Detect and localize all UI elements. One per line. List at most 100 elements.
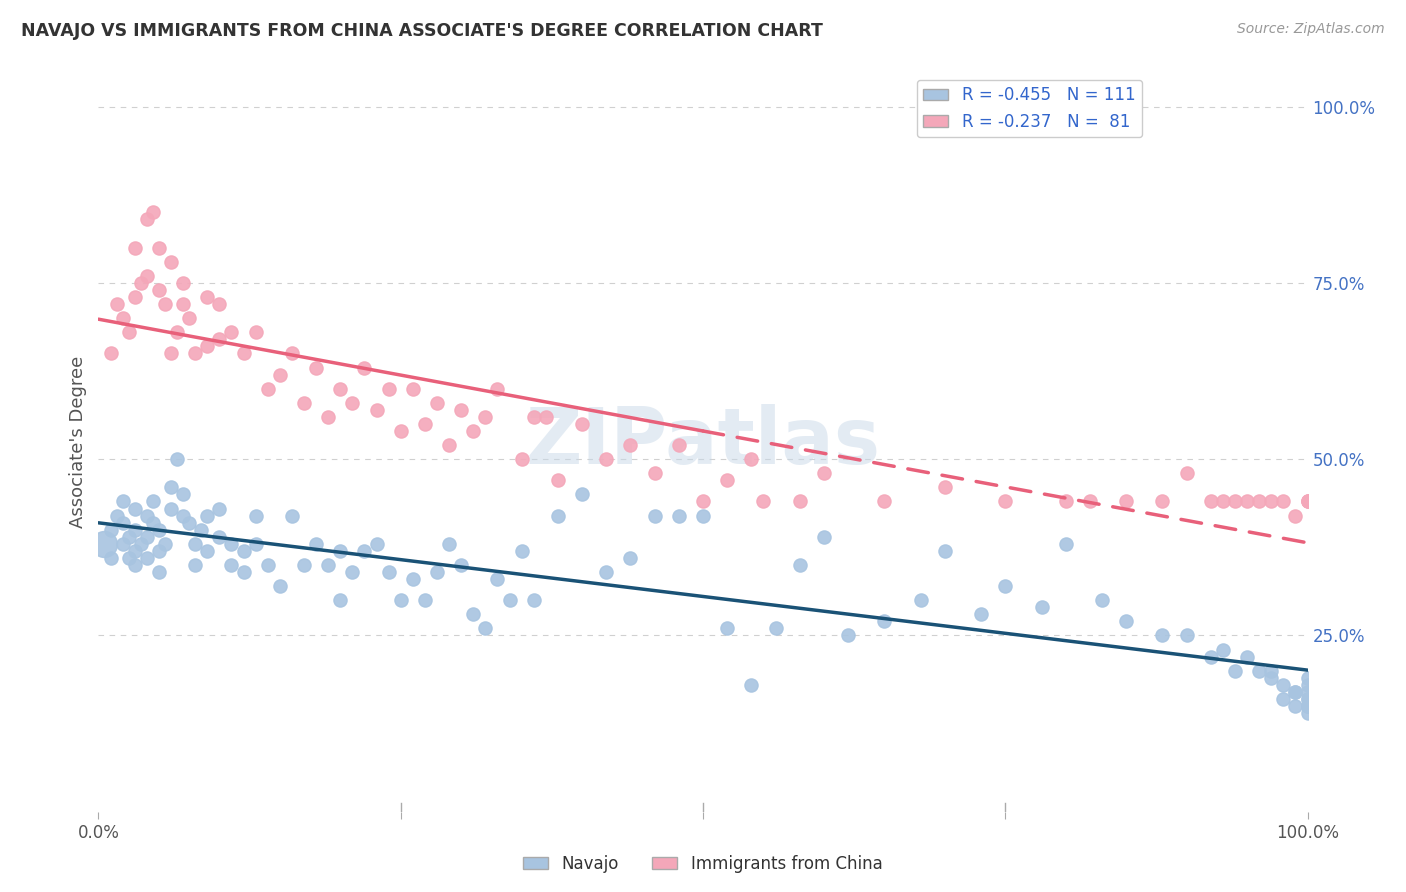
Point [148, 283, 170, 297]
Point [389, 424, 412, 438]
Point [135, 508, 157, 523]
Point [1212, 642, 1234, 657]
Point [172, 297, 194, 311]
Point [934, 544, 956, 558]
Point [166, 325, 188, 339]
Point [595, 565, 617, 579]
Point [142, 494, 165, 508]
Point [316, 409, 339, 424]
Point [100, 550, 122, 565]
Point [1296, 692, 1319, 706]
Point [1249, 494, 1271, 508]
Point [124, 544, 146, 558]
Text: ZIPatlas: ZIPatlas [526, 403, 880, 480]
Point [329, 382, 352, 396]
Point [534, 409, 557, 424]
Point [135, 212, 157, 227]
Point [148, 544, 170, 558]
Point [437, 438, 460, 452]
Point [142, 205, 165, 219]
Point [232, 346, 254, 360]
Point [269, 579, 291, 593]
Point [1223, 664, 1246, 678]
Point [716, 473, 738, 487]
Point [195, 544, 218, 558]
Point [208, 501, 231, 516]
Point [1152, 494, 1174, 508]
Point [353, 360, 375, 375]
Point [135, 530, 157, 544]
Point [1249, 664, 1271, 678]
Point [129, 537, 152, 551]
Point [1284, 698, 1306, 713]
Point [135, 268, 157, 283]
Point [1296, 494, 1319, 508]
Point [413, 593, 436, 607]
Point [1260, 494, 1282, 508]
Point [716, 621, 738, 635]
Point [269, 368, 291, 382]
Point [377, 382, 399, 396]
Point [668, 508, 690, 523]
Point [179, 311, 201, 326]
Point [765, 621, 787, 635]
Point [837, 628, 859, 642]
Point [1296, 494, 1319, 508]
Point [124, 241, 146, 255]
Point [668, 438, 690, 452]
Point [1272, 494, 1295, 508]
Point [547, 508, 569, 523]
Point [692, 508, 714, 523]
Point [329, 544, 352, 558]
Point [389, 593, 412, 607]
Point [1115, 615, 1137, 629]
Point [184, 558, 207, 572]
Legend: R = -0.455   N = 111, R = -0.237   N =  81: R = -0.455 N = 111, R = -0.237 N = 81 [917, 79, 1142, 137]
Point [450, 402, 472, 417]
Point [474, 409, 496, 424]
Point [740, 678, 762, 692]
Point [486, 572, 509, 586]
Point [245, 325, 267, 339]
Point [105, 297, 128, 311]
Point [148, 523, 170, 537]
Point [124, 523, 146, 537]
Point [1284, 685, 1306, 699]
Point [329, 593, 352, 607]
Point [1078, 494, 1101, 508]
Point [377, 565, 399, 579]
Point [292, 558, 315, 572]
Point [179, 516, 201, 530]
Point [221, 537, 243, 551]
Point [498, 593, 520, 607]
Point [172, 487, 194, 501]
Point [148, 241, 170, 255]
Point [1199, 494, 1222, 508]
Point [172, 508, 194, 523]
Point [1296, 685, 1319, 699]
Point [1175, 467, 1198, 481]
Point [124, 290, 146, 304]
Point [1296, 671, 1319, 685]
Point [571, 487, 593, 501]
Point [105, 508, 128, 523]
Point [1296, 692, 1319, 706]
Point [366, 537, 388, 551]
Point [281, 508, 304, 523]
Point [93, 537, 115, 551]
Point [366, 402, 388, 417]
Point [1296, 698, 1319, 713]
Point [644, 467, 666, 481]
Point [1260, 671, 1282, 685]
Point [153, 297, 176, 311]
Point [873, 615, 896, 629]
Point [111, 494, 134, 508]
Point [305, 360, 328, 375]
Point [1296, 698, 1319, 713]
Point [619, 438, 641, 452]
Point [1212, 494, 1234, 508]
Point [1296, 494, 1319, 508]
Point [111, 516, 134, 530]
Point [547, 473, 569, 487]
Point [221, 558, 243, 572]
